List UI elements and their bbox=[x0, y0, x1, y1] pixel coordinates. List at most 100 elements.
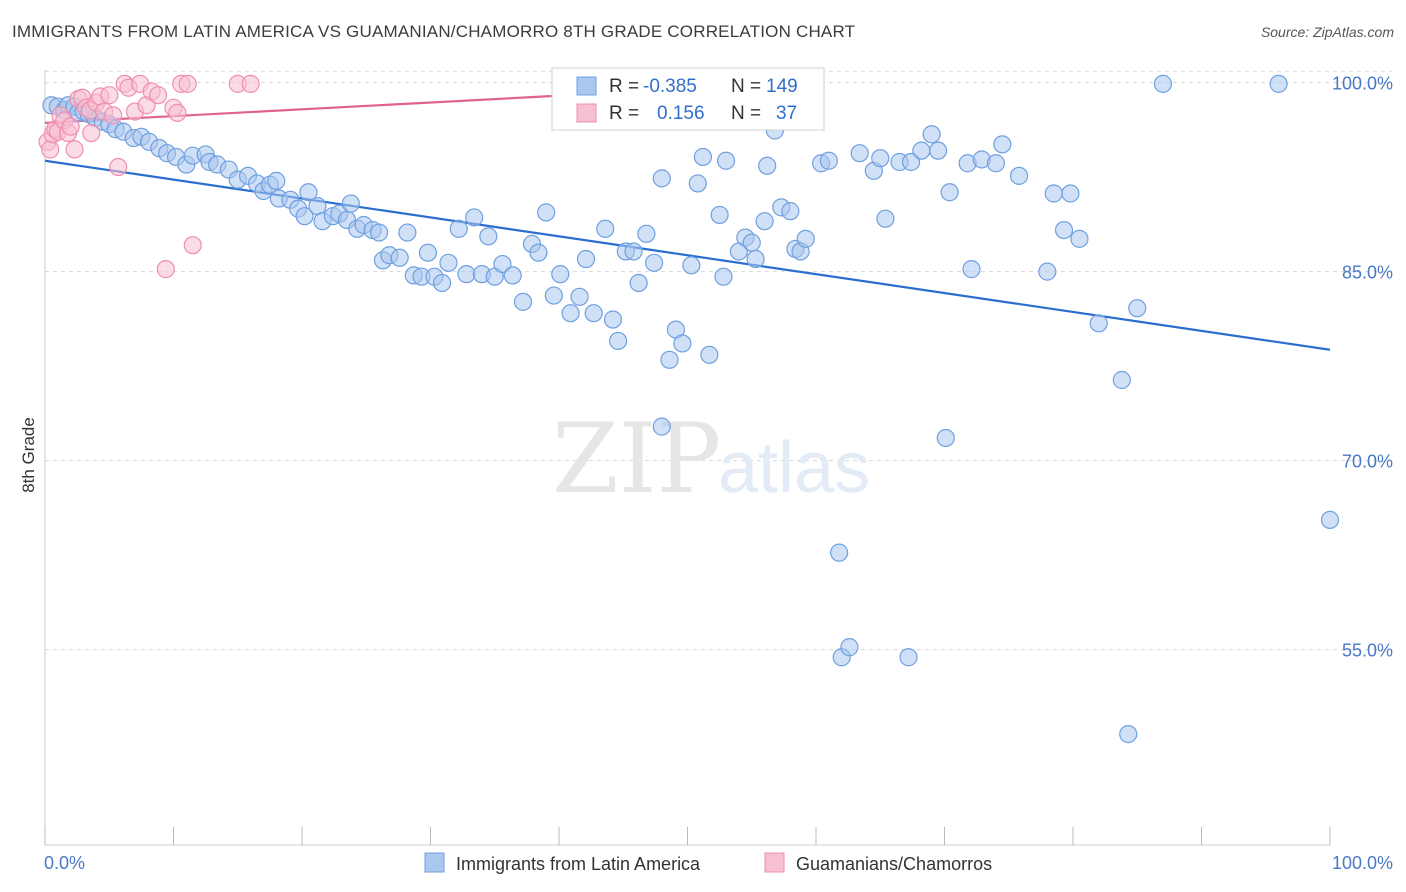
point-latin-america bbox=[561, 304, 580, 323]
point-latin-america bbox=[922, 125, 941, 144]
point-latin-america bbox=[465, 208, 484, 227]
point-latin-america bbox=[637, 224, 656, 243]
trend-line-latin-america bbox=[44, 159, 1331, 351]
y-tick-label: 100.0% bbox=[1332, 74, 1393, 94]
point-latin-america bbox=[746, 249, 765, 269]
watermark-atlas: atlas bbox=[718, 428, 870, 508]
point-latin-america bbox=[308, 196, 327, 216]
point-latin-america bbox=[1054, 220, 1074, 240]
legend-swatch-blue bbox=[576, 76, 597, 96]
y-tick-label: 85.0% bbox=[1342, 263, 1393, 283]
point-latin-america bbox=[850, 144, 869, 163]
x-tick-label-min: 0.0% bbox=[44, 853, 85, 873]
watermark: ZIP atlas bbox=[552, 403, 870, 515]
point-latin-america bbox=[529, 243, 548, 262]
point-latin-america bbox=[267, 171, 286, 190]
point-guamanian bbox=[41, 140, 60, 159]
legend-item-blue-swatch bbox=[424, 852, 445, 873]
point-latin-america bbox=[940, 183, 959, 202]
point-latin-america bbox=[682, 256, 701, 275]
point-guamanian bbox=[61, 117, 80, 136]
legend-r-label-pink: R = bbox=[609, 103, 639, 124]
axes-layer bbox=[44, 70, 1331, 846]
point-latin-america bbox=[1320, 510, 1340, 529]
point-latin-america bbox=[584, 304, 603, 323]
legend-swatch-pink bbox=[576, 103, 597, 123]
series-legend: Immigrants from Latin America Guamanians… bbox=[424, 852, 992, 874]
point-latin-america bbox=[840, 638, 859, 657]
point-latin-america bbox=[901, 152, 921, 172]
point-latin-america bbox=[830, 543, 849, 562]
point-latin-america bbox=[370, 223, 389, 242]
point-latin-america bbox=[899, 648, 918, 667]
point-latin-america bbox=[1089, 314, 1108, 333]
point-latin-america bbox=[1044, 184, 1063, 203]
point-guamanian bbox=[241, 74, 260, 93]
point-latin-america bbox=[398, 223, 417, 242]
legend-r-value-pink: 0.156 bbox=[657, 103, 705, 124]
point-latin-america bbox=[936, 428, 955, 448]
point-latin-america bbox=[603, 310, 623, 329]
legend-n-label-pink: N = bbox=[731, 103, 761, 124]
point-latin-america bbox=[714, 267, 733, 286]
tick-labels: 55.0% 70.0% 85.0% 100.0% 0.0% 100.0% bbox=[44, 74, 1393, 873]
point-guamanian bbox=[82, 123, 101, 143]
point-guamanian bbox=[104, 106, 123, 125]
point-latin-america bbox=[673, 334, 692, 353]
legend-box bbox=[551, 67, 825, 131]
point-latin-america bbox=[755, 212, 774, 231]
chart-title: IMMIGRANTS FROM LATIN AMERICA VS GUAMANI… bbox=[12, 22, 856, 41]
point-latin-america bbox=[928, 141, 948, 160]
point-latin-america bbox=[1038, 262, 1057, 281]
point-latin-america bbox=[513, 292, 533, 311]
point-guamanian bbox=[168, 103, 187, 122]
point-latin-america bbox=[596, 219, 615, 238]
point-guamanian bbox=[183, 236, 202, 255]
source-note: Source: ZipAtlas.com bbox=[1260, 24, 1394, 40]
point-latin-america bbox=[660, 350, 679, 369]
legend-item-blue-label: Immigrants from Latin America bbox=[456, 854, 701, 874]
point-latin-america bbox=[876, 209, 895, 228]
point-latin-america bbox=[644, 253, 664, 272]
point-latin-america bbox=[700, 345, 719, 364]
point-latin-america bbox=[871, 149, 890, 168]
point-latin-america bbox=[418, 243, 438, 262]
point-guamanian bbox=[156, 260, 175, 279]
point-latin-america bbox=[1269, 74, 1288, 93]
point-latin-america bbox=[710, 205, 729, 225]
legend-n-label-blue: N = bbox=[731, 76, 761, 97]
point-latin-america bbox=[962, 260, 981, 279]
point-latin-america bbox=[1009, 166, 1029, 185]
legend-n-value-pink: 37 bbox=[776, 103, 797, 124]
point-latin-america bbox=[432, 273, 452, 293]
legend-item-pink-label: Guamanians/Chamorros bbox=[796, 854, 992, 874]
legend-item-pink-swatch bbox=[764, 852, 785, 873]
point-latin-america bbox=[503, 266, 522, 285]
point-latin-america bbox=[624, 242, 643, 261]
point-latin-america bbox=[457, 265, 476, 284]
point-latin-america bbox=[652, 417, 671, 436]
legend-r-label-blue: R = bbox=[609, 76, 639, 97]
point-latin-america bbox=[652, 169, 671, 188]
y-tick-label: 55.0% bbox=[1342, 641, 1393, 661]
point-guamanian bbox=[100, 86, 119, 105]
point-latin-america bbox=[781, 202, 800, 221]
point-latin-america bbox=[693, 147, 713, 167]
point-latin-america bbox=[479, 227, 498, 246]
point-latin-america bbox=[912, 141, 931, 160]
point-latin-america bbox=[716, 151, 736, 170]
point-latin-america bbox=[341, 194, 360, 213]
point-latin-america bbox=[299, 183, 318, 202]
point-guamanian bbox=[178, 74, 197, 93]
point-latin-america bbox=[1070, 229, 1089, 248]
point-latin-america bbox=[1061, 184, 1080, 203]
point-latin-america bbox=[390, 248, 409, 267]
point-latin-america bbox=[1153, 74, 1173, 93]
x-tick-label-max: 100.0% bbox=[1332, 853, 1393, 873]
point-latin-america bbox=[796, 229, 815, 248]
point-latin-america bbox=[688, 174, 707, 193]
point-latin-america bbox=[544, 286, 563, 305]
point-latin-america bbox=[295, 207, 314, 226]
point-latin-america bbox=[1119, 725, 1138, 744]
